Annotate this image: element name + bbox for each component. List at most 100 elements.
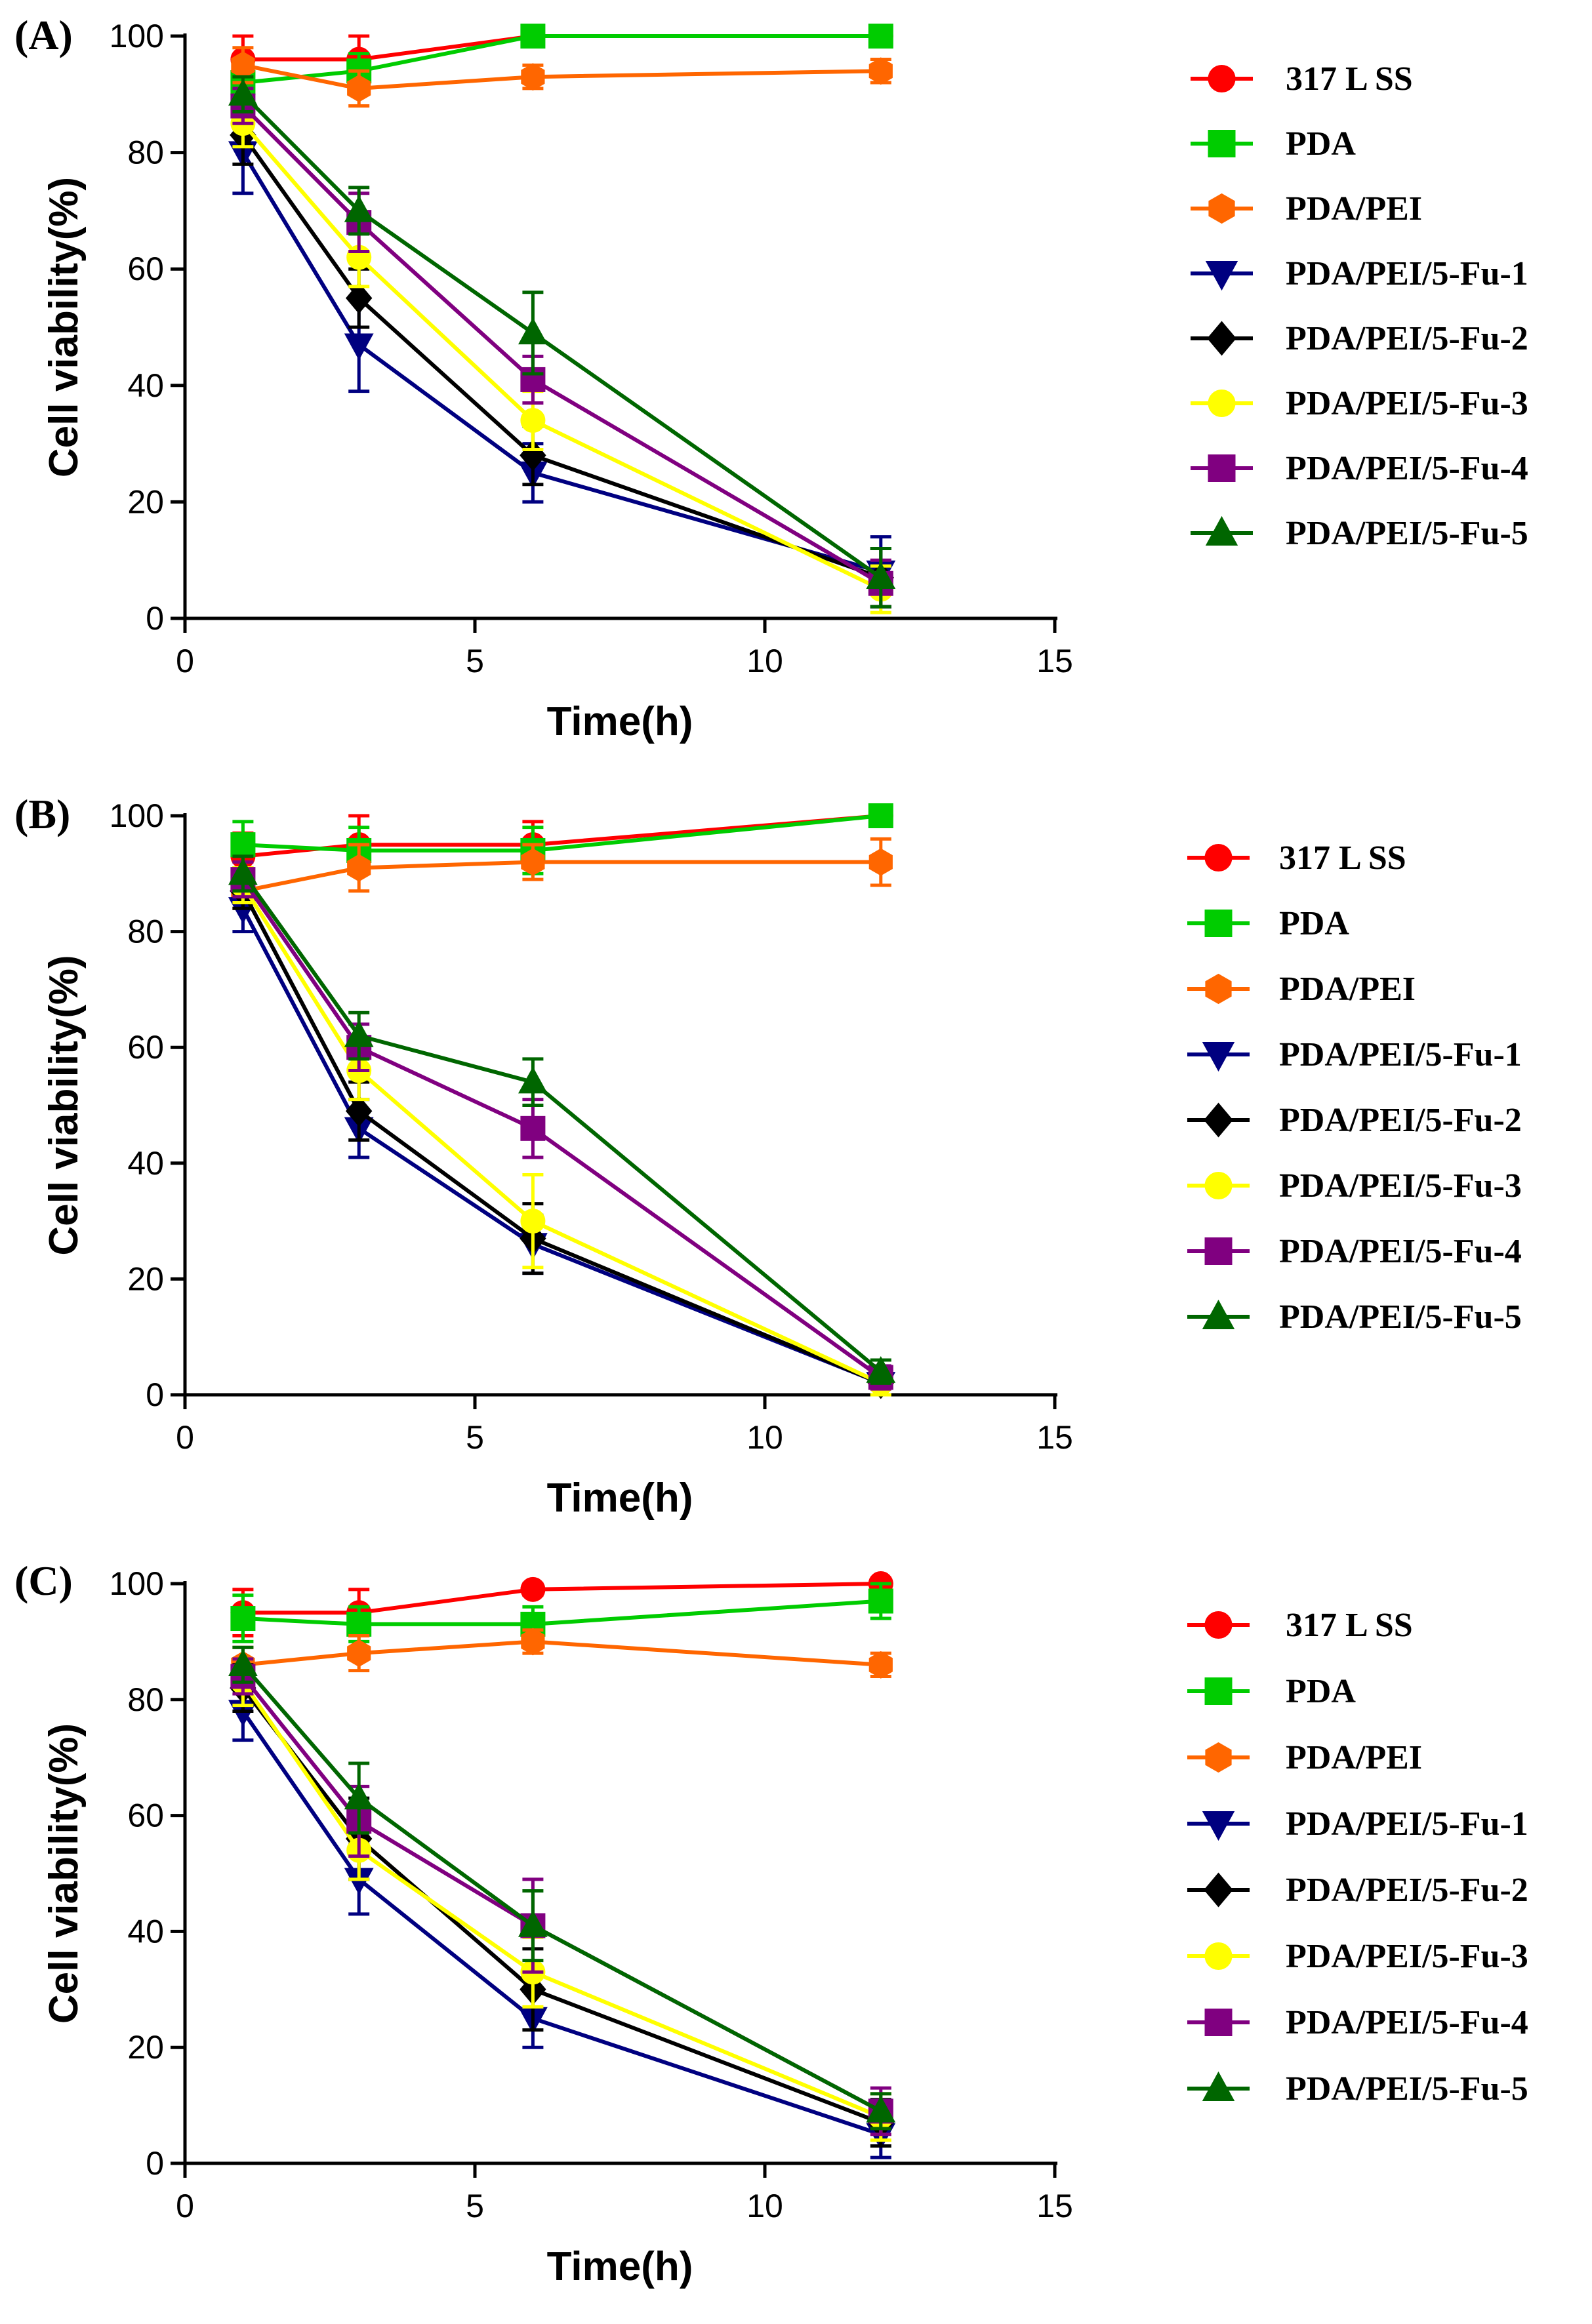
data-point bbox=[521, 1628, 545, 1656]
series-line bbox=[241, 151, 882, 574]
panel-label: (A) bbox=[14, 12, 73, 58]
y-tick-label: 80 bbox=[127, 913, 164, 950]
series-pda-pei-5-fu-1 bbox=[228, 1680, 896, 2159]
series-pda-pei-5-fu-2 bbox=[230, 1663, 895, 2148]
legend-label: PDA/PEI/5-Fu-1 bbox=[1279, 1036, 1522, 1073]
y-axis-title: Cell viability(%) bbox=[41, 1723, 87, 2024]
data-point bbox=[344, 195, 374, 222]
data-point bbox=[520, 1209, 546, 1234]
legend: 317 L SS PDA PDA/PEI PDA/PEI/5-Fu-1 PDA/PEI/… bbox=[1187, 1607, 1528, 2108]
x-tick-label: 5 bbox=[466, 643, 484, 679]
chart-panel-2: 0 20 40 60 80 100 0 5 10 15 Time(h) Cell viability(… bbox=[14, 791, 1522, 1521]
data-point bbox=[346, 1611, 372, 1637]
x-tick-label: 0 bbox=[176, 643, 194, 679]
data-point bbox=[518, 1910, 548, 1937]
legend-marker bbox=[1204, 1102, 1233, 1138]
y-tick-label: 20 bbox=[127, 483, 164, 520]
series-line bbox=[241, 1710, 882, 2136]
data-point bbox=[344, 1782, 374, 1810]
legend-label: PDA/PEI bbox=[1286, 1739, 1422, 1776]
legend-label: PDA/PEI/5-Fu-3 bbox=[1286, 1938, 1528, 1975]
legend-label: 317 L SS bbox=[1286, 60, 1413, 98]
legend-label: PDA bbox=[1279, 905, 1349, 942]
series-317-l-ss bbox=[230, 803, 893, 881]
data-point bbox=[344, 1020, 374, 1047]
data-point bbox=[228, 1649, 258, 1676]
legend-marker bbox=[1205, 515, 1238, 546]
legend-label: PDA/PEI bbox=[1279, 971, 1416, 1008]
data-point bbox=[520, 24, 546, 49]
series-pda-pei-5-fu-1 bbox=[228, 883, 896, 1399]
data-point bbox=[345, 282, 373, 314]
data-point bbox=[866, 2095, 896, 2123]
data-point bbox=[231, 51, 255, 79]
legend-marker bbox=[1202, 2071, 1235, 2101]
series-line bbox=[241, 1681, 882, 2119]
legend: 317 L SS PDA PDA/PEI PDA/PEI/5-Fu-1 PDA/PEI/… bbox=[1187, 839, 1522, 1336]
y-tick-label: 100 bbox=[110, 797, 164, 834]
x-tick-label: 15 bbox=[1036, 643, 1073, 679]
legend-label: PDA/PEI/5-Fu-2 bbox=[1286, 1872, 1528, 1909]
data-point bbox=[520, 1576, 546, 1602]
series-line bbox=[241, 890, 882, 1386]
legend-label: PDA/PEI/5-Fu-2 bbox=[1279, 1102, 1522, 1139]
legend-marker bbox=[1204, 844, 1233, 872]
x-axis-title: Time(h) bbox=[547, 699, 693, 744]
series-line bbox=[242, 63, 881, 90]
data-point bbox=[521, 848, 545, 876]
data-point bbox=[521, 63, 545, 91]
data-point bbox=[344, 333, 374, 361]
series-pda-pei-5-fu-4 bbox=[230, 87, 893, 609]
data-point bbox=[520, 408, 546, 433]
y-tick-label: 100 bbox=[110, 1565, 164, 1602]
series-line bbox=[241, 104, 882, 586]
x-axis-title: Time(h) bbox=[547, 1475, 693, 1521]
legend-marker bbox=[1205, 973, 1232, 1005]
series-line bbox=[241, 1687, 882, 2125]
legend-marker bbox=[1204, 1611, 1233, 1639]
data-point bbox=[868, 803, 893, 828]
y-tick-label: 20 bbox=[127, 2029, 164, 2066]
series-pda-pei-5-fu-2 bbox=[230, 872, 895, 1399]
legend-label: PDA/PEI/5-Fu-3 bbox=[1279, 1167, 1522, 1205]
series-pda-pei-5-fu-3 bbox=[230, 1657, 893, 2142]
y-tick-label: 40 bbox=[127, 367, 164, 404]
series-line bbox=[243, 814, 882, 858]
legend-marker bbox=[1204, 1872, 1233, 1908]
series-line bbox=[241, 92, 882, 580]
legend-marker bbox=[1204, 2009, 1233, 2036]
data-point bbox=[230, 832, 256, 858]
legend-label: PDA/PEI/5-Fu-5 bbox=[1286, 515, 1528, 552]
x-tick-label: 0 bbox=[176, 2188, 194, 2224]
series-line bbox=[241, 884, 882, 1386]
series-pda-pei-5-fu-5 bbox=[228, 75, 896, 609]
series-line bbox=[241, 907, 882, 1386]
legend-label: PDA/PEI/5-Fu-1 bbox=[1286, 1805, 1528, 1843]
legend-label: PDA/PEI/5-Fu-5 bbox=[1286, 2070, 1528, 2108]
legend-label: PDA bbox=[1286, 125, 1356, 163]
series-line bbox=[243, 1639, 881, 1667]
y-tick-label: 100 bbox=[110, 18, 164, 54]
series-line bbox=[243, 1582, 881, 1615]
series-line bbox=[243, 814, 882, 852]
y-tick-label: 20 bbox=[127, 1260, 164, 1297]
series-line bbox=[242, 860, 881, 893]
legend-label: PDA/PEI/5-Fu-4 bbox=[1286, 450, 1528, 487]
data-point bbox=[228, 79, 258, 106]
panel-label: (B) bbox=[14, 791, 70, 837]
legend-marker bbox=[1204, 1237, 1233, 1265]
series-line bbox=[243, 1599, 881, 1626]
legend-marker bbox=[1208, 390, 1236, 417]
series-pda-pei-5-fu-3 bbox=[230, 98, 893, 614]
x-axis-title: Time(h) bbox=[547, 2244, 693, 2289]
chart-panel-1: 0 20 40 60 80 100 0 5 10 15 Time(h) Cell viability(… bbox=[14, 12, 1528, 744]
legend-label: PDA bbox=[1286, 1673, 1356, 1710]
data-point bbox=[518, 1066, 548, 1094]
data-point bbox=[347, 1639, 371, 1668]
chart-panel-3: 0 20 40 60 80 100 0 5 10 15 Time(h) Cell viability(… bbox=[14, 1557, 1528, 2289]
series-pda bbox=[230, 1582, 893, 1643]
y-tick-label: 60 bbox=[127, 250, 164, 287]
legend-marker bbox=[1202, 1042, 1235, 1072]
legend-label: 317 L SS bbox=[1279, 839, 1406, 877]
data-point bbox=[868, 1588, 893, 1614]
